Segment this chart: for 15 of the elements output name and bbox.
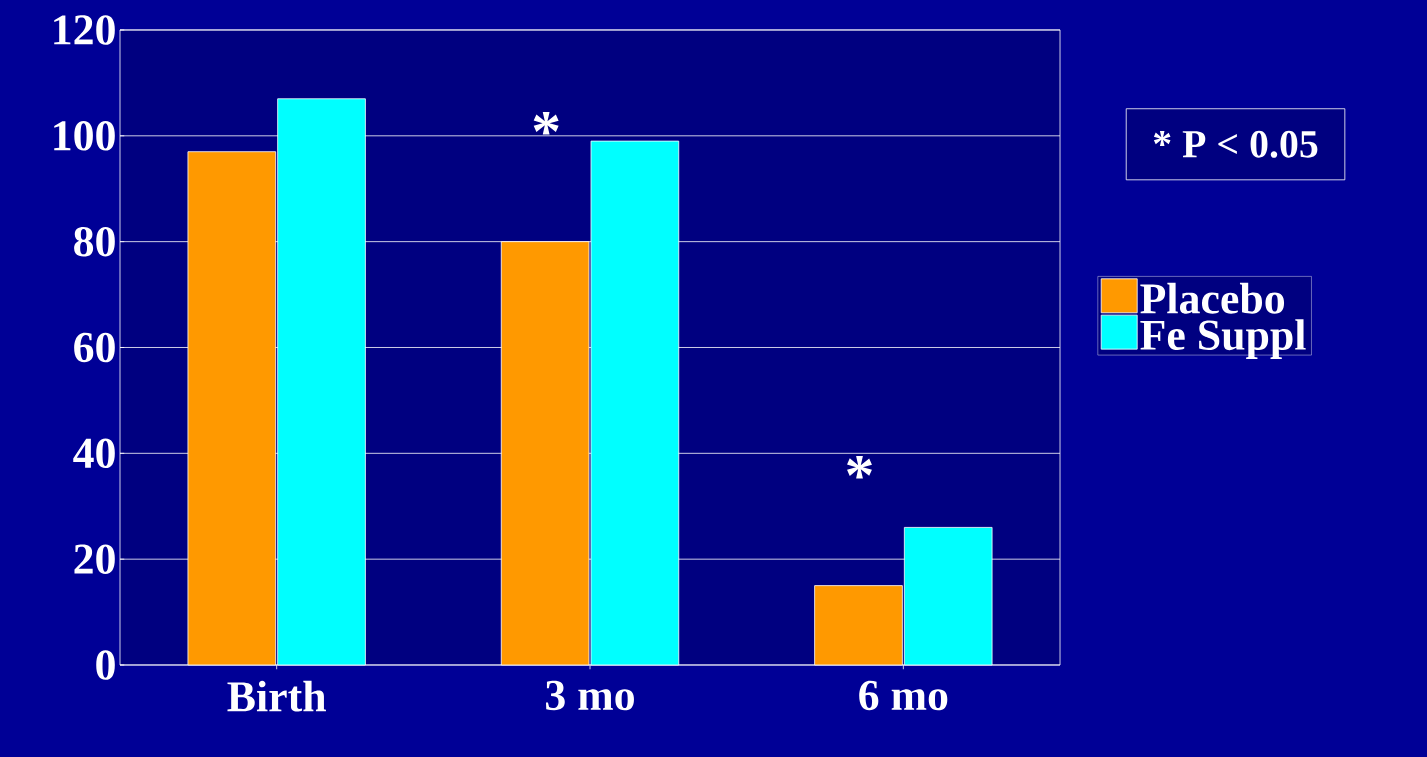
- legend-label: Placebo: [1140, 282, 1285, 314]
- y-tick-label: 0: [96, 650, 115, 680]
- y-tick-label: 40: [73, 438, 115, 469]
- y-tick-label: 120: [54, 15, 115, 45]
- text: * P < 0.05: [1153, 130, 1318, 158]
- legend-label: Fe Suppl: [1140, 319, 1306, 359]
- x-tick-label: 6 mo: [859, 680, 948, 711]
- annotation: *: [533, 111, 559, 135]
- x-tick-label: Birth: [227, 680, 326, 712]
- y-tick-label: 20: [74, 544, 115, 574]
- y-tick-label: 100: [54, 121, 115, 151]
- annotation: *: [847, 455, 872, 479]
- x-tick-label: 3 mo: [546, 680, 634, 711]
- y-tick-label: 60: [74, 332, 115, 363]
- y-tick-label: 80: [74, 226, 115, 257]
